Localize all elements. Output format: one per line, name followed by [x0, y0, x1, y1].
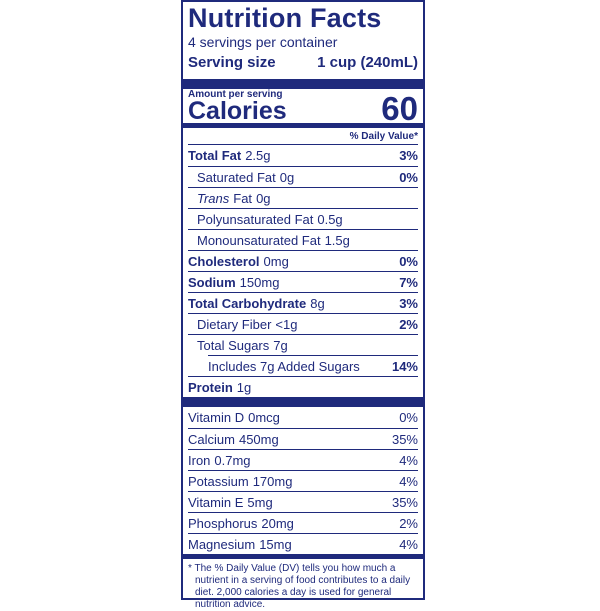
nutrient-name: Includes 7g Added Sugars	[208, 359, 360, 374]
vitamin-amount: 0mcg	[248, 410, 280, 425]
nutrient-row: Total Sugars 7g	[188, 334, 418, 355]
vitamin-text: Magnesium 15mg	[188, 534, 292, 554]
vitamin-dv: 4%	[399, 537, 418, 552]
vitamin-name: Vitamin E	[188, 495, 244, 510]
divider	[183, 397, 423, 407]
dv-header: % Daily Value*	[188, 128, 418, 145]
nutrient-name: Cholesterol	[188, 254, 260, 269]
nutrient-amount: 0g	[279, 170, 295, 185]
nutrient-name: Polyunsaturated Fat	[197, 212, 314, 227]
vitamin-text: Potassium 170mg	[188, 471, 292, 491]
nutrient-name: Dietary Fiber	[197, 317, 272, 332]
nutrient-dv: 7%	[399, 275, 418, 290]
nutrient-name: Total Fat	[188, 148, 242, 163]
nutrient-amount: 1g	[236, 380, 252, 395]
footnote: * The % Daily Value (DV) tells you how m…	[188, 563, 411, 610]
nutrient-row: Monounsaturated Fat 1.5g	[188, 229, 418, 250]
vitamin-name: Magnesium	[188, 537, 256, 552]
nutrient-dv: 14%	[391, 359, 418, 374]
vitamin-amount: 170mg	[252, 474, 293, 489]
nutrient-amount: 0mg	[263, 254, 289, 269]
nutrient-name: Total Carbohydrate	[188, 296, 307, 311]
servings: 4 servings per container	[188, 34, 338, 50]
divider	[183, 79, 423, 89]
vitamin-dv: 4%	[399, 453, 418, 468]
calories-value: 60	[381, 90, 418, 127]
vitamin-dv: 2%	[399, 516, 418, 531]
vitamin-row: Iron 0.7mg 4%	[188, 449, 418, 470]
serving-size-label: Serving size	[188, 54, 276, 71]
vitamin-text: Vitamin E 5mg	[188, 492, 273, 512]
divider	[183, 554, 423, 559]
title: Nutrition Facts	[188, 3, 382, 33]
nutrients: Total Fat 2.5g 3% Saturated Fat 0g 0% Trans F…	[188, 145, 418, 397]
vitamin-row: Vitamin D 0mcg 0%	[188, 407, 418, 428]
nutrition-label: Nutrition Facts 4 servings per container…	[181, 0, 425, 610]
vitamin-amount: 15mg	[259, 537, 292, 552]
vitamin-amount: 0.7mg	[214, 453, 251, 468]
nutrient-row: Cholesterol 0mg 0%	[188, 250, 418, 271]
nutrient-name: Total Sugars	[197, 338, 270, 353]
vitamin-row: Potassium 170mg 4%	[188, 470, 418, 491]
nutrient-row: Sodium 150mg 7%	[188, 271, 418, 292]
calories: Calories 60	[188, 92, 418, 125]
vitamin-dv: 35%	[391, 495, 418, 510]
nutrient-name: Fat	[233, 191, 253, 206]
vitamin-name: Calcium	[188, 432, 235, 447]
vitamin-name: Phosphorus	[188, 516, 258, 531]
nutrient-amount: 2.5g	[245, 148, 271, 163]
nutrient-name: Monounsaturated Fat	[197, 233, 321, 248]
vitamin-row: Magnesium 15mg 4%	[188, 533, 418, 554]
nutrient-amount: 0.5g	[317, 212, 343, 227]
vitamin-name: Potassium	[188, 474, 249, 489]
nutrient-name: Saturated Fat	[197, 170, 276, 185]
vitamin-text: Iron 0.7mg	[188, 450, 251, 470]
nutrient-name: Sodium	[188, 275, 236, 290]
nutrient-row: Total Fat 2.5g 3%	[188, 145, 418, 166]
nutrient-dv: 3%	[399, 148, 418, 163]
vitamin-row: Vitamin E 5mg 35%	[188, 491, 418, 512]
nutrient-row: Polyunsaturated Fat 0.5g	[188, 208, 418, 229]
vitamin-dv: 35%	[391, 432, 418, 447]
nutrient-amount: 8g	[310, 296, 325, 311]
vitamin-dv: 0%	[399, 410, 418, 425]
nutrient-row: Trans Fat 0g	[188, 187, 418, 208]
vitamin-amount: 5mg	[247, 495, 273, 510]
vitamin-text: Vitamin D 0mcg	[188, 407, 280, 428]
nutrient-dv: 2%	[399, 317, 418, 332]
vitamin-amount: 20mg	[261, 516, 294, 531]
serving-size: Serving size 1 cup (240mL)	[188, 52, 418, 75]
nutrient-row: Includes 7g Added Sugars 14%	[208, 355, 418, 376]
nutrient-dv: 0%	[399, 170, 418, 185]
nutrient-amount: <1g	[275, 317, 298, 332]
nutrient-amount: 150mg	[239, 275, 280, 290]
divider	[183, 123, 423, 128]
amount-per-serving: Amount per serving	[188, 89, 283, 100]
vitamin-name: Vitamin D	[188, 410, 245, 425]
nutrient-amount: 7g	[273, 338, 288, 353]
serving-size-value: 1 cup (240mL)	[317, 54, 418, 71]
nutrient-row: Total Carbohydrate 8g 3%	[188, 292, 418, 313]
nutrient-amount: 1.5g	[324, 233, 350, 248]
vitamin-row: Phosphorus 20mg 2%	[188, 512, 418, 533]
nutrient-amount: 0g	[256, 191, 271, 206]
vitamin-text: Calcium 450mg	[188, 429, 279, 449]
nutrient-name: Protein	[188, 380, 233, 395]
vitamin-name: Iron	[188, 453, 211, 468]
nutrient-prefix: Trans	[197, 191, 230, 206]
vitamins: Vitamin D 0mcg 0% Calcium 450mg 35% Iron 0.7mg 4…	[188, 407, 418, 554]
calories-label: Calories	[188, 97, 287, 125]
vitamin-text: Phosphorus 20mg	[188, 513, 294, 533]
nutrient-row: Dietary Fiber <1g 2%	[188, 313, 418, 334]
vitamin-amount: 450mg	[238, 432, 279, 447]
nutrient-row: Saturated Fat 0g 0%	[188, 166, 418, 187]
nutrient-dv: 0%	[399, 254, 418, 269]
nutrient-dv: 3%	[399, 296, 418, 311]
vitamin-dv: 4%	[399, 474, 418, 489]
vitamin-row: Calcium 450mg 35%	[188, 428, 418, 449]
nutrient-row: Protein 1g	[188, 376, 418, 397]
